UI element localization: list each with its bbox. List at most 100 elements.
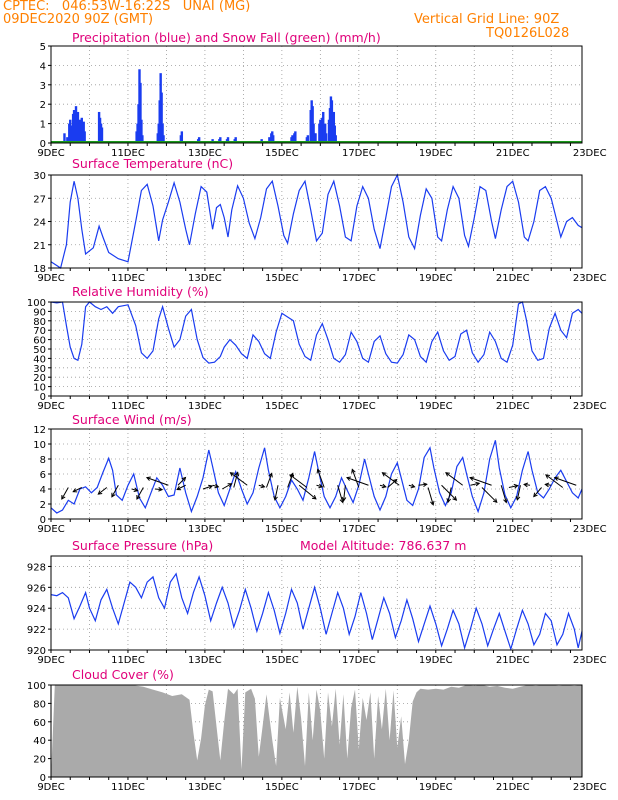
humidity-line	[50, 301, 583, 364]
wind-vector-head	[430, 500, 435, 506]
precipitation-ytick-label: 2	[40, 100, 46, 111]
precipitation-bar	[140, 119, 143, 143]
wind-vector-head	[289, 474, 295, 479]
wind-vector-head	[351, 468, 356, 474]
humidity-ytick-label: 60	[33, 336, 46, 347]
wind-vector-head	[346, 476, 351, 481]
wind-vector-head	[381, 472, 387, 477]
precipitation-bar	[294, 131, 297, 143]
wind-vector	[337, 485, 344, 503]
precipitation-xtick-label: 11DEC	[111, 148, 145, 159]
precipitation-ytick-label: 0	[40, 139, 46, 150]
wind-vector-head	[381, 483, 387, 489]
wind-vector-head	[410, 483, 416, 489]
precipitation-bar	[160, 92, 163, 143]
cloud-ytick-label: 80	[33, 699, 46, 710]
temperature-xtick-label: 13DEC	[188, 273, 222, 284]
pressure-frame	[50, 555, 583, 651]
wind-xtick-label: 17DEC	[342, 524, 376, 535]
wind-vector-head	[273, 495, 278, 501]
wind-vector-head	[311, 495, 317, 500]
precipitation-bar	[180, 131, 184, 143]
wind-vector-head	[158, 486, 164, 492]
cloud-ytick-label: 20	[33, 755, 46, 766]
humidity-ytick-label: 30	[33, 364, 46, 375]
wind-vector	[351, 469, 360, 488]
wind-vector-head	[341, 496, 347, 502]
wind-vector-head	[469, 476, 475, 481]
precipitation-ytick-label: 4	[40, 61, 46, 72]
cloud-title: Cloud Cover (%)	[72, 667, 174, 682]
wind-vector-head	[446, 498, 451, 504]
wind-ytick-label: 6	[40, 470, 46, 481]
grid-line-header: Vertical Grid Line: 90Z	[414, 12, 560, 27]
wind-vector-head	[545, 474, 550, 479]
wind-vector-head	[260, 483, 266, 489]
wind-vector	[176, 484, 186, 490]
wind-xtick-label: 13DEC	[188, 524, 222, 535]
run-date-header: 09DEC2020 90Z (GMT)	[3, 12, 154, 27]
humidity-ytick-label: 20	[33, 373, 46, 384]
temperature-line	[50, 173, 583, 269]
wind-vector-head	[61, 494, 66, 500]
wind-vector-head	[181, 476, 187, 482]
temperature-ytick-label: 27	[33, 194, 46, 205]
cloud-xtick-label: 11DEC	[111, 782, 145, 793]
precipitation-bar	[334, 135, 337, 143]
precipitation-ytick-label: 5	[40, 42, 46, 53]
precipitation-bar	[83, 131, 86, 143]
pressure-xtick-label: 9DEC	[37, 655, 64, 666]
wind-vector	[154, 488, 163, 491]
wind-vector-head	[422, 482, 428, 488]
humidity-xtick-label: 15DEC	[265, 401, 299, 412]
temperature-xtick-label: 11DEC	[111, 273, 145, 284]
temperature-ytick-label: 18	[33, 264, 46, 275]
wind-vector	[382, 472, 400, 486]
wind-vector	[343, 485, 346, 501]
wind-vector-head	[214, 483, 220, 489]
wind-vector-head	[136, 495, 141, 500]
temperature-xtick-label: 23DEC	[573, 273, 607, 284]
wind-vector	[346, 477, 369, 486]
wind-vector-head	[553, 476, 559, 481]
cloud-ytick-label: 60	[33, 718, 46, 729]
wind-vector-head	[452, 496, 458, 501]
wind-vector	[72, 487, 83, 493]
wind-ytick-label: 4	[40, 485, 46, 496]
humidity-ytick-label: 40	[33, 354, 46, 365]
precipitation-bar	[314, 133, 317, 143]
wind-vector	[177, 477, 186, 486]
wind-vector	[516, 485, 521, 501]
precipitation-bar	[162, 135, 165, 143]
pressure-xtick-label: 15DEC	[265, 655, 299, 666]
precipitation-xtick-label: 17DEC	[342, 148, 376, 159]
wind-vector-head	[133, 487, 139, 492]
wind-vector	[298, 484, 317, 500]
wind-vector	[427, 487, 434, 505]
precipitation-bar	[66, 137, 69, 143]
temperature-xtick-label: 9DEC	[37, 273, 64, 284]
pressure-title: Surface Pressure (hPa)	[72, 538, 213, 553]
wind-vector	[387, 479, 398, 488]
humidity-ytick-label: 50	[33, 345, 46, 356]
humidity-xtick-label: 23DEC	[573, 401, 607, 412]
pressure-xtick-label: 13DEC	[188, 655, 222, 666]
wind-title: Surface Wind (m/s)	[72, 412, 192, 427]
cloud-xtick-label: 13DEC	[188, 782, 222, 793]
temperature-ytick-label: 21	[33, 241, 46, 252]
wind-vector	[221, 483, 232, 490]
precipitation-ytick-label: 3	[40, 81, 46, 92]
wind-vector	[470, 482, 480, 486]
humidity-title: Relative Humidity (%)	[72, 284, 209, 299]
cloud-xtick-label: 17DEC	[342, 782, 376, 793]
precipitation-bar	[234, 137, 237, 143]
wind-vector	[233, 472, 239, 488]
humidity-ytick-label: 100	[27, 298, 46, 309]
wind-xtick-label: 15DEC	[265, 524, 299, 535]
temperature-ytick-label: 24	[33, 218, 46, 229]
cloud-frame	[50, 684, 583, 778]
temperature-ytick-label: 30	[33, 171, 46, 182]
humidity-ytick-label: 70	[33, 326, 46, 337]
pressure-xtick-label: 17DEC	[342, 655, 376, 666]
wind-vector-head	[72, 488, 78, 493]
